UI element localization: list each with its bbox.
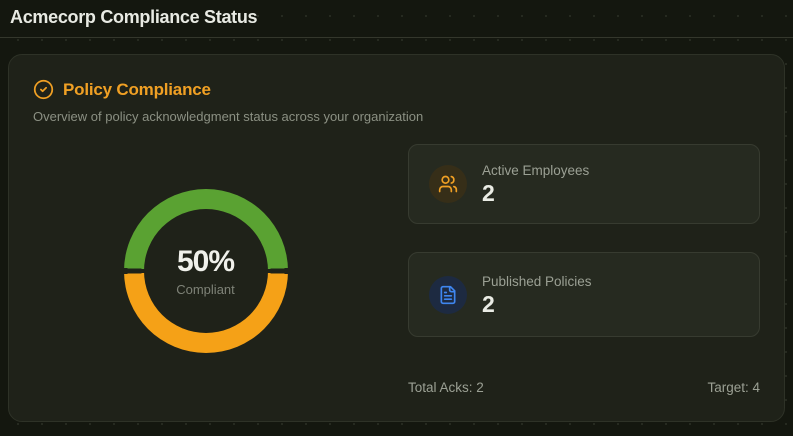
stat-card-active-employees: Active Employees 2 [408,144,760,224]
card-content: 50% Compliant Active Employees 2 [33,144,760,397]
stat-text: Published Policies 2 [482,274,592,316]
file-text-icon [429,275,467,314]
header-divider [0,37,793,38]
target-text: Target: 4 [707,380,760,395]
donut-ring: 50% Compliant [123,188,288,353]
stat-label: Active Employees [482,163,590,178]
users-icon [429,165,467,203]
stats-column: Active Employees 2 Published Policies 2 [408,144,760,397]
stat-card-published-policies: Published Policies 2 [408,252,760,337]
check-circle-icon [33,79,54,100]
donut-percentage-label: Compliant [176,281,235,297]
total-acks-text: Total Acks: 2 [408,380,484,395]
stat-label: Published Policies [482,273,592,289]
card-title: Policy Compliance [63,79,211,99]
compliance-donut-chart: 50% Compliant [33,144,408,397]
stat-text: Active Employees 2 [482,163,589,205]
card-subtitle: Overview of policy acknowledgment status… [33,109,424,124]
stat-value: 2 [482,180,495,206]
donut-center: 50% Compliant [124,189,288,353]
card-footer: Total Acks: 2 Target: 4 [408,380,760,397]
stat-value: 2 [482,290,495,317]
donut-percentage: 50% [176,244,235,278]
page-title: Acmecorp Compliance Status [10,7,258,27]
card-header: Policy Compliance [33,79,760,100]
policy-compliance-card: Policy Compliance Overview of policy ack… [8,54,785,422]
